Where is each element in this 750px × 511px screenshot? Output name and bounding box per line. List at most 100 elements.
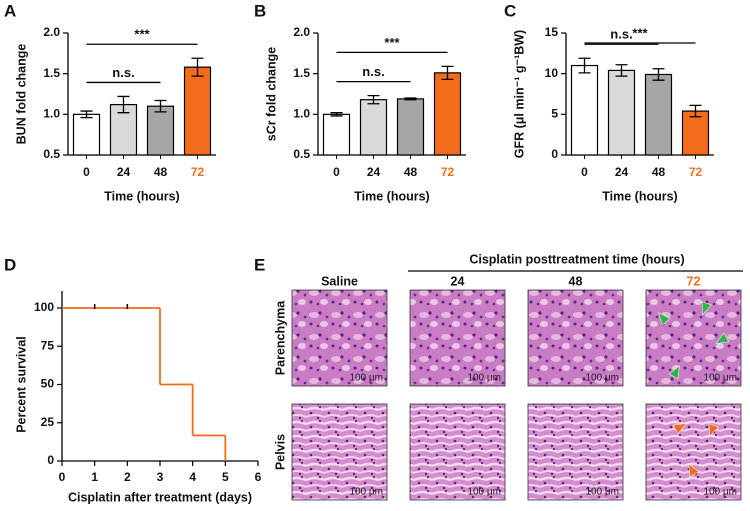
error-bar <box>689 104 702 118</box>
y-tick-label: 25 <box>41 415 55 429</box>
panel-label: C <box>504 1 516 20</box>
arrowhead <box>658 312 671 326</box>
error-bar <box>367 94 380 105</box>
x-axis-title: Time (hours) <box>354 189 429 203</box>
histology-image <box>527 403 624 501</box>
x-tick-label: 24 <box>367 165 381 179</box>
scale-bar-label: 100 μm <box>467 487 501 498</box>
y-tick-label: 2.0 <box>43 25 60 39</box>
scale-bar-label: 100 μm <box>349 487 383 498</box>
y-tick-label: 10 <box>545 66 559 80</box>
y-axis-title: Percent survival <box>14 336 28 433</box>
bar <box>570 64 599 156</box>
error-bar <box>652 68 665 81</box>
scale-bar-label: 100 μm <box>467 373 501 384</box>
panel-label: B <box>254 1 266 20</box>
significance-label: n.s. <box>610 27 632 42</box>
x-tick-label: 72 <box>441 165 455 179</box>
bar <box>322 113 351 156</box>
scale-bar-label: 100 μm <box>703 487 737 498</box>
x-tick-label: 0 <box>581 165 588 179</box>
significance-label: *** <box>134 27 150 42</box>
y-tick-label: 15 <box>545 25 559 39</box>
y-tick-label: 2.0 <box>293 25 310 39</box>
x-tick-label: 2 <box>124 470 131 484</box>
histology-image <box>527 289 624 387</box>
error-bar <box>191 57 204 77</box>
x-axis-title: Time (hours) <box>104 189 179 203</box>
histology-image <box>645 403 742 501</box>
histology-image <box>291 403 388 501</box>
x-tick-label: 6 <box>255 470 262 484</box>
x-tick-label: 0 <box>83 165 90 179</box>
column-label: Saline <box>321 274 358 288</box>
error-bar <box>154 99 167 113</box>
y-tick-label: 1.0 <box>43 107 60 121</box>
arrowhead <box>668 365 680 380</box>
scale-bar-label: 100 μm <box>703 373 737 384</box>
error-bar <box>330 112 343 117</box>
x-tick-label: 72 <box>191 165 205 179</box>
y-tick-label: 0 <box>47 453 54 467</box>
y-tick-label: 100 <box>34 300 54 314</box>
panel-label: A <box>4 1 16 20</box>
y-tick-label: 75 <box>41 338 55 352</box>
row-label: Parenchyma <box>273 300 287 375</box>
x-axis-title: Time (hours) <box>602 189 677 203</box>
bar <box>607 69 636 156</box>
bar <box>359 99 388 156</box>
x-tick-label: 48 <box>404 165 418 179</box>
column-label: 48 <box>569 274 583 288</box>
arrowhead <box>672 423 687 435</box>
histology-image <box>409 289 506 387</box>
y-tick-label: 0.5 <box>43 147 60 161</box>
significance-label: n.s. <box>112 65 134 80</box>
x-tick-label: 24 <box>615 165 629 179</box>
x-tick-label: 1 <box>91 470 98 484</box>
x-tick-label: 5 <box>222 470 229 484</box>
bar <box>396 98 425 156</box>
significance-label: n.s. <box>362 64 384 79</box>
x-axis-title: Cisplatin after treatment (days) <box>68 490 252 504</box>
y-tick-label: 1.0 <box>293 107 310 121</box>
y-tick-label: 5 <box>551 107 558 121</box>
bar <box>72 113 101 156</box>
arrowhead <box>715 332 730 344</box>
error-bar <box>615 64 628 77</box>
arrowhead <box>701 301 712 316</box>
significance-label: *** <box>384 35 400 50</box>
column-label: 72 <box>687 274 701 288</box>
row-label: Pelvis <box>273 434 287 470</box>
panel-label: D <box>4 255 16 274</box>
error-bar <box>441 65 454 81</box>
bar <box>644 73 673 156</box>
scale-bar-label: 100 μm <box>585 487 619 498</box>
bar <box>146 105 175 156</box>
scale-bar-label: 100 μm <box>585 373 619 384</box>
x-tick-label: 48 <box>154 165 168 179</box>
error-bar <box>80 110 93 119</box>
column-label: 24 <box>451 274 465 288</box>
y-tick-label: 1.5 <box>293 66 310 80</box>
significance-label: *** <box>632 25 648 40</box>
panel-label: E <box>254 255 265 274</box>
y-tick-label: 0.5 <box>293 147 310 161</box>
error-bar <box>404 97 417 101</box>
bar <box>433 72 462 156</box>
scale-bar-label: 100 μm <box>349 373 383 384</box>
bar <box>681 110 710 156</box>
super-header: Cisplatin posttreatment time (hours) <box>469 252 684 266</box>
x-tick-label: 0 <box>333 165 340 179</box>
error-bar <box>578 57 591 74</box>
y-tick-label: 0 <box>551 147 558 161</box>
y-axis-title: sCr fold change <box>264 47 278 142</box>
y-tick-label: 50 <box>41 377 55 391</box>
x-tick-label: 0 <box>59 470 66 484</box>
histology-image <box>409 403 506 501</box>
y-axis-title: BUN fold change <box>14 44 28 145</box>
error-bar <box>117 95 130 114</box>
bar <box>183 66 212 156</box>
y-axis-title: GFR (μl min⁻¹ g⁻¹BW) <box>512 30 526 158</box>
histology-image <box>291 289 388 387</box>
